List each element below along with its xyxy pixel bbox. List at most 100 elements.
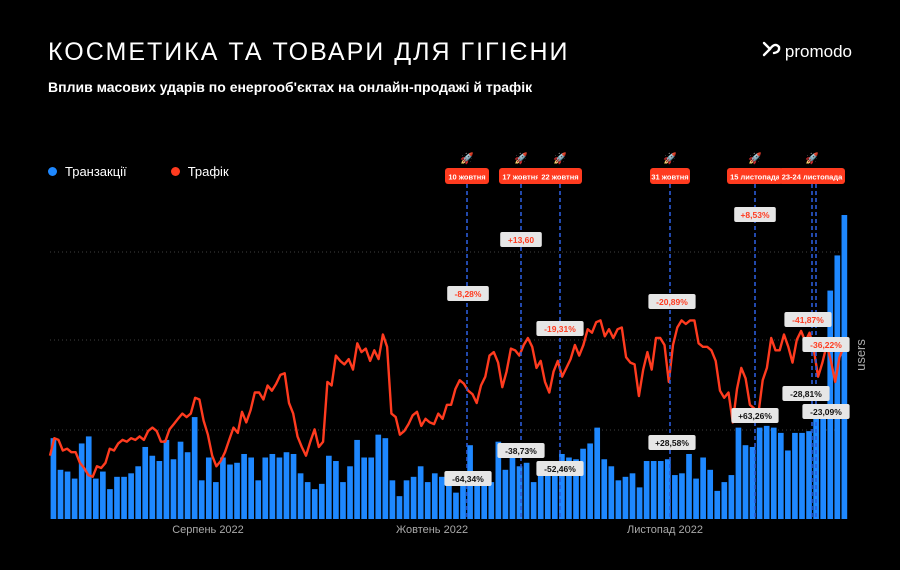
event-tag-label: 15 листопада xyxy=(730,173,781,182)
transaction-bar xyxy=(749,446,756,519)
rocket-icon: 🚀 xyxy=(748,152,762,165)
event-tag xyxy=(445,168,489,184)
transaction-bar xyxy=(820,415,827,519)
transaction-bar xyxy=(502,469,509,519)
transaction-bar xyxy=(594,427,601,519)
x-axis-label: Серпень 2022 xyxy=(172,524,244,536)
transaction-bar xyxy=(354,439,360,519)
transaction-change-label-bg xyxy=(782,386,830,401)
transaction-bar xyxy=(205,457,212,519)
transaction-bar xyxy=(283,452,290,519)
transaction-bar xyxy=(481,476,488,519)
transaction-bar xyxy=(326,455,332,519)
transaction-bar xyxy=(664,459,671,519)
transaction-bar xyxy=(78,443,85,519)
traffic-change-label-bg xyxy=(447,286,489,301)
transaction-bar xyxy=(559,453,565,519)
transaction-bar xyxy=(834,255,841,519)
transaction-bar xyxy=(813,417,819,519)
transaction-bar xyxy=(580,448,586,519)
transaction-bar xyxy=(777,432,784,519)
transaction-bar xyxy=(57,469,64,519)
rocket-icon: 🚀 xyxy=(553,152,567,165)
transaction-bar xyxy=(227,464,233,519)
event-tag xyxy=(650,168,690,184)
transaction-bar xyxy=(785,450,791,519)
brand-name: promodo xyxy=(784,41,852,61)
transaction-bar xyxy=(121,476,127,519)
legend-label: Трафік xyxy=(187,164,229,179)
transaction-change-label: -64,34% xyxy=(452,474,484,484)
transaction-bar xyxy=(756,427,763,519)
transaction-change-label-bg xyxy=(731,408,779,423)
transaction-bar xyxy=(234,462,240,519)
legend-item-transactions[interactable]: Транзакції xyxy=(48,164,127,179)
transaction-bar xyxy=(184,452,191,519)
transaction-bar xyxy=(142,446,149,519)
transaction-change-label-bg xyxy=(648,435,696,450)
transaction-bar xyxy=(714,490,721,519)
traffic-change-label: -41,87% xyxy=(792,315,824,325)
transaction-change-label-bg xyxy=(536,461,584,476)
rocket-icon: 🚀 xyxy=(460,152,474,165)
transaction-bar xyxy=(297,473,304,519)
transaction-bar xyxy=(615,480,622,519)
page-subtitle: Вплив масових ударів по енергооб'єктах н… xyxy=(48,79,533,95)
event-tag-label: 10 жовтня xyxy=(448,173,485,182)
transaction-bar xyxy=(728,475,735,519)
transaction-bar xyxy=(763,425,770,519)
transaction-bar xyxy=(403,480,410,519)
transaction-change-label-bg xyxy=(497,443,545,458)
legend-dot-icon xyxy=(170,167,180,176)
transaction-bar xyxy=(50,438,57,519)
transaction-bar xyxy=(276,457,283,519)
x-axis-label: Жовтень 2022 xyxy=(396,524,468,536)
transaction-bar xyxy=(799,432,805,519)
legend-label: Транзакції xyxy=(65,164,127,179)
traffic-change-label-bg xyxy=(784,312,832,327)
transaction-bar xyxy=(446,473,452,519)
transaction-change-label: -38,73% xyxy=(505,446,537,456)
event-tag-label: 17 жовтня xyxy=(502,173,539,182)
rocket-icon: 🚀 xyxy=(663,152,677,165)
transaction-bar xyxy=(191,417,198,519)
transaction-bar xyxy=(170,459,177,519)
transaction-bar xyxy=(417,466,424,519)
transaction-bar xyxy=(537,475,544,519)
transaction-bar xyxy=(488,482,495,519)
transaction-bar xyxy=(439,476,445,519)
transaction-bar xyxy=(657,461,664,519)
traffic-change-label-bg xyxy=(648,294,696,309)
transaction-bar xyxy=(453,492,459,519)
rocket-icon: 🚀 xyxy=(514,152,528,165)
legend-item-traffic[interactable]: Трафік xyxy=(170,164,229,179)
promodo-logo-icon xyxy=(761,40,781,63)
transaction-bar xyxy=(269,453,276,519)
transaction-bar xyxy=(679,473,685,519)
transaction-change-label-bg xyxy=(444,471,492,486)
transaction-bar xyxy=(792,432,798,519)
transaction-bar xyxy=(700,457,706,519)
event-tag xyxy=(499,168,543,184)
transaction-bar xyxy=(643,461,650,519)
transaction-bar xyxy=(255,480,262,519)
transaction-bar xyxy=(92,478,99,519)
transaction-bar xyxy=(135,466,142,519)
transaction-bar xyxy=(114,476,120,519)
traffic-change-label-bg xyxy=(500,232,542,247)
transaction-bar xyxy=(368,457,375,519)
transaction-change-label: -28,81% xyxy=(790,389,822,399)
event-tag xyxy=(779,168,845,184)
transaction-bar xyxy=(693,478,699,519)
transaction-change-label-bg xyxy=(802,404,850,419)
transaction-bar xyxy=(460,480,466,519)
traffic-change-label: -36,22% xyxy=(810,340,842,350)
event-tag-label: 22 жовтня xyxy=(541,173,578,182)
transaction-bar xyxy=(566,457,572,519)
transaction-bar xyxy=(608,466,615,519)
traffic-change-label: +13,60 xyxy=(508,235,535,245)
traffic-change-label-bg xyxy=(802,337,850,352)
transaction-bar xyxy=(389,480,396,519)
transaction-bar xyxy=(128,473,134,519)
